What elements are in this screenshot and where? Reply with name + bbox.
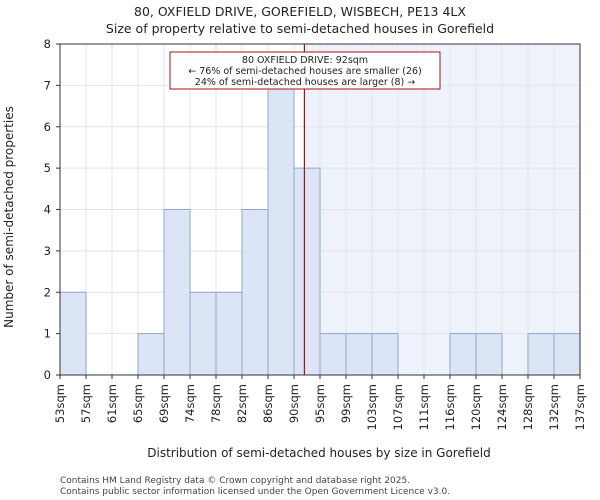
x-tick-label: 137sqm (573, 384, 587, 430)
bar (319, 333, 347, 376)
x-tick-label: 74sqm (183, 384, 197, 423)
y-tick-label: 2 (44, 285, 51, 299)
x-tick-label: 128sqm (521, 384, 535, 430)
annotation-box (169, 51, 441, 90)
bar (189, 291, 217, 376)
bar (475, 333, 503, 376)
x-tick-label: 95sqm (313, 384, 327, 423)
x-tick-label: 120sqm (469, 384, 483, 430)
bar (293, 167, 321, 376)
bar (527, 333, 555, 376)
x-tick-label: 107sqm (391, 384, 405, 430)
bar (163, 209, 191, 376)
x-tick-label: 61sqm (105, 384, 119, 423)
bar (215, 291, 243, 376)
x-tick-label: 65sqm (131, 384, 145, 423)
x-tick-label: 86sqm (261, 384, 275, 423)
annotation-line-3: 24% of semi-detached houses are larger (… (195, 77, 415, 88)
y-tick-label: 8 (44, 37, 51, 51)
chart-subtitle: Size of property relative to semi-detach… (106, 21, 494, 36)
x-tick-label: 103sqm (365, 384, 379, 430)
y-tick-label: 5 (44, 161, 51, 175)
y-tick-label: 3 (44, 244, 51, 258)
x-axis-label: Distribution of semi-detached houses by … (147, 446, 490, 460)
y-tick-label: 0 (44, 368, 51, 382)
y-tick-label: 6 (44, 120, 51, 134)
x-tick-label: 57sqm (79, 384, 93, 423)
x-tick-label: 53sqm (53, 384, 67, 423)
x-tick-label: 111sqm (417, 384, 431, 430)
y-axis-label: Number of semi-detached properties (2, 106, 16, 328)
x-tick-label: 132sqm (547, 384, 561, 430)
bar (371, 333, 399, 376)
annotation-line-1: 80 OXFIELD DRIVE: 92sqm (242, 55, 368, 66)
bar (345, 333, 373, 376)
annotation-line-2: ← 76% of semi-detached houses are smalle… (188, 66, 422, 77)
x-tick-label: 116sqm (443, 384, 457, 430)
chart-title: 80, OXFIELD DRIVE, GOREFIELD, WISBECH, P… (134, 4, 466, 19)
bar (267, 84, 295, 376)
bar (241, 209, 269, 376)
y-tick-label: 4 (44, 203, 51, 217)
bar (553, 333, 581, 376)
x-tick-label: 82sqm (235, 384, 249, 423)
bar (449, 333, 477, 376)
x-tick-label: 69sqm (157, 384, 171, 423)
footer-line-2: Contains public sector information licen… (60, 487, 450, 497)
bar (137, 333, 165, 376)
x-tick-label: 124sqm (495, 384, 509, 430)
y-tick-label: 7 (44, 78, 51, 92)
x-tick-label: 78sqm (209, 384, 223, 423)
x-tick-label: 99sqm (339, 384, 353, 423)
y-tick-label: 1 (44, 327, 51, 341)
x-tick-label: 90sqm (287, 384, 301, 423)
bar (59, 291, 87, 376)
footer-line-1: Contains HM Land Registry data © Crown c… (60, 476, 410, 486)
